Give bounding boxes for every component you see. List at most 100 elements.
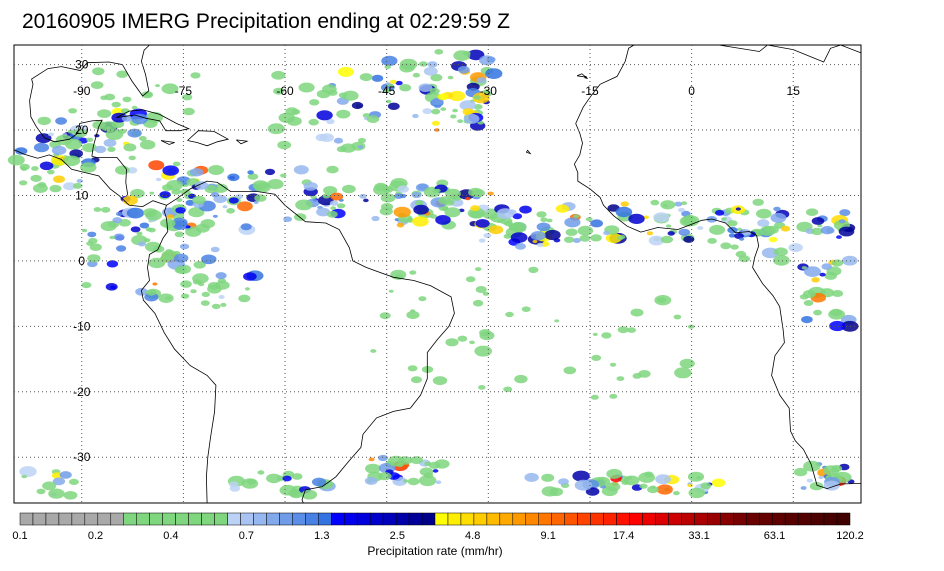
- precip-cell: [379, 312, 391, 320]
- precip-cell: [253, 200, 259, 204]
- precip-cell: [139, 222, 150, 229]
- precip-cell: [558, 478, 569, 485]
- precip-cell: [244, 287, 250, 291]
- precip-cell: [565, 228, 578, 236]
- precip-cell: [336, 203, 346, 209]
- precip-cell: [357, 137, 367, 144]
- precip-cell: [39, 161, 54, 171]
- precip-cell: [803, 300, 814, 306]
- precip-cell: [131, 105, 138, 110]
- precip-cell: [605, 233, 622, 244]
- colorbar-swatch: [343, 512, 358, 526]
- precip-cell: [564, 236, 575, 243]
- precip-cell: [412, 113, 419, 119]
- precip-cell: [540, 217, 548, 222]
- colorbar-swatch: [655, 512, 669, 526]
- precip-cell: [679, 358, 695, 369]
- precip-cell: [475, 219, 490, 228]
- precipitation-layer: [7, 49, 859, 500]
- latitude-label: 20: [75, 123, 89, 137]
- precip-cell: [201, 291, 210, 297]
- precip-cell: [112, 217, 122, 224]
- precip-cell: [190, 289, 197, 294]
- colorbar-swatch: [616, 512, 630, 526]
- precip-cell: [364, 476, 378, 485]
- colorbar-swatch: [434, 512, 449, 526]
- precip-cell: [88, 237, 98, 244]
- precip-cell: [445, 338, 459, 347]
- precip-cell: [475, 267, 482, 272]
- precip-cell: [298, 82, 315, 93]
- precip-cell: [222, 205, 228, 209]
- precip-cell: [73, 128, 88, 138]
- precip-cell: [30, 174, 42, 182]
- coastline: [29, 44, 150, 196]
- precip-cell: [546, 218, 553, 223]
- precip-cell: [773, 255, 790, 266]
- precip-cell: [572, 470, 590, 482]
- colorbar-swatches: [19, 512, 851, 526]
- precip-cell: [93, 207, 102, 212]
- precip-cell: [470, 205, 480, 212]
- precip-cell: [385, 99, 392, 104]
- precip-cell: [463, 113, 480, 124]
- precip-cell: [820, 226, 834, 235]
- colorbar-swatch: [253, 512, 267, 526]
- precip-cell: [519, 205, 532, 214]
- precip-cell: [591, 354, 602, 361]
- colorbar-swatch: [771, 512, 786, 526]
- precip-cell: [333, 137, 344, 144]
- precip-cell: [337, 66, 354, 77]
- precip-cell: [829, 320, 846, 332]
- precip-cell: [628, 213, 645, 224]
- precip-cell: [831, 465, 843, 472]
- precip-cell: [126, 207, 145, 219]
- precip-cell: [444, 199, 455, 206]
- colorbar-tick-label: 2.5: [390, 530, 405, 542]
- precip-cell: [148, 227, 156, 233]
- precip-cell: [541, 473, 555, 482]
- precip-cell: [336, 109, 351, 119]
- precip-cell: [476, 77, 487, 84]
- precip-cell: [192, 195, 206, 205]
- precip-cell: [280, 173, 287, 178]
- precip-cell: [15, 147, 28, 155]
- precip-cell: [152, 282, 158, 286]
- precip-cell: [326, 165, 339, 174]
- precip-cell: [94, 134, 100, 138]
- precip-cell: [254, 194, 267, 202]
- precip-cell: [50, 155, 68, 166]
- precip-cell: [696, 475, 702, 480]
- precip-cell: [59, 471, 72, 479]
- colorbar-swatch: [551, 512, 565, 526]
- precip-cell: [839, 209, 851, 217]
- precip-cell: [813, 309, 822, 316]
- precip-cell: [429, 87, 440, 95]
- precip-cell: [821, 263, 832, 270]
- precip-cell: [130, 188, 145, 199]
- precip-cell: [136, 231, 143, 236]
- precip-cell: [800, 486, 807, 490]
- precip-cell: [487, 191, 494, 196]
- precip-cell: [323, 186, 338, 195]
- colorbar-tick-label: 17.4: [613, 530, 634, 542]
- latitude-label: 30: [75, 58, 89, 72]
- precip-cell: [174, 253, 189, 263]
- precip-cell: [662, 204, 668, 208]
- precip-cell: [380, 193, 396, 203]
- precip-cell: [140, 139, 156, 150]
- colorbar-swatch: [733, 512, 747, 526]
- precip-cell: [215, 272, 227, 280]
- precip-cell: [378, 454, 388, 462]
- precip-cell: [192, 279, 202, 285]
- precip-cell: [838, 219, 846, 224]
- colorbar-swatch: [746, 512, 760, 526]
- precip-cell: [435, 215, 451, 225]
- precip-cell: [685, 214, 694, 221]
- precip-cell: [21, 474, 28, 479]
- precip-cell: [483, 233, 492, 239]
- colorbar-swatch: [460, 512, 475, 526]
- colorbar-tick-label: 0.1: [12, 530, 27, 542]
- precip-cell: [457, 119, 464, 124]
- precip-cell: [238, 294, 251, 303]
